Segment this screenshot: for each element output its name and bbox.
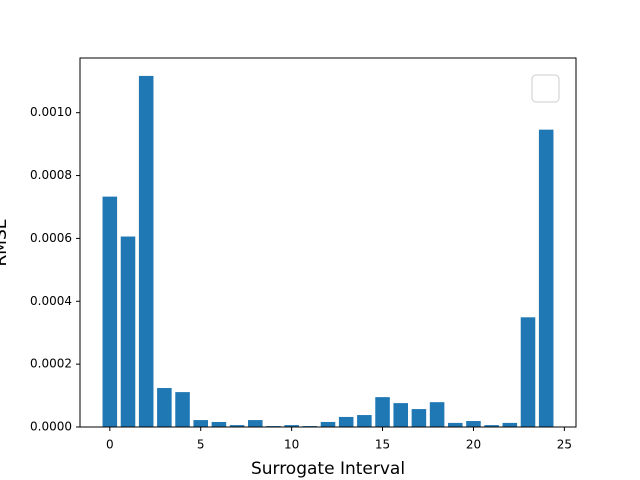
- y-tick-label: 0.0006: [30, 231, 72, 245]
- bar: [448, 422, 463, 427]
- bar: [138, 75, 154, 427]
- bar: [484, 425, 499, 427]
- bar: [538, 129, 554, 427]
- bar: [466, 421, 481, 427]
- bar: [393, 403, 408, 427]
- bar: [175, 392, 190, 427]
- bar: [320, 421, 336, 427]
- bar: [520, 317, 536, 427]
- x-axis-label: Surrogate Interval: [251, 459, 405, 479]
- plot-frame: [79, 57, 577, 428]
- bar: [211, 421, 227, 427]
- x-tick-label: 10: [284, 438, 299, 452]
- legend-box: [531, 74, 560, 103]
- bar: [502, 422, 518, 427]
- bar: [375, 397, 390, 427]
- bar: [357, 415, 372, 427]
- bar: [193, 420, 208, 427]
- y-tick-label: 0.0004: [30, 294, 72, 308]
- y-tick-label: 0.0002: [30, 357, 72, 371]
- bar: [284, 425, 299, 427]
- y-axis-label: RMSE: [0, 218, 11, 266]
- x-tick-label: 5: [197, 438, 205, 452]
- x-tick-label: 20: [466, 438, 481, 452]
- bar: [157, 388, 172, 427]
- bar: [338, 416, 354, 427]
- bar: [102, 196, 118, 427]
- y-tick-label: 0.0008: [30, 168, 72, 182]
- y-tick-label: 0.0000: [30, 420, 72, 434]
- bar: [429, 402, 445, 427]
- bar: [229, 425, 245, 427]
- bar: [248, 420, 263, 427]
- x-tick-label: 15: [375, 438, 390, 452]
- x-tick-label: 0: [106, 438, 114, 452]
- bar: [411, 409, 427, 427]
- bar: [120, 236, 136, 427]
- x-tick-label: 25: [557, 438, 572, 452]
- y-tick-label: 0.0010: [30, 105, 72, 119]
